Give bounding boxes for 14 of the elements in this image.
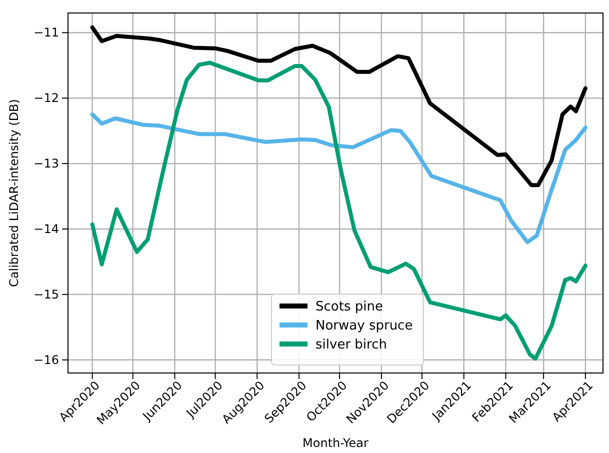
legend-label: Scots pine [316, 300, 383, 314]
y-axis-title: Calibrated LiDAR-intensity (DB) [7, 99, 21, 287]
y-tick-label: −15 [34, 287, 59, 302]
y-tick-label: −16 [34, 352, 59, 367]
line-series [90, 60, 588, 361]
x-axis-title: Month-Year [302, 436, 369, 450]
y-tick-label: −13 [34, 156, 59, 170]
y-tick-label: −11 [34, 25, 59, 40]
y-tick-label: −14 [34, 222, 59, 236]
legend-label: Norway spruce [316, 318, 413, 334]
line-series [90, 25, 588, 188]
legend-label: silver birch [316, 338, 387, 352]
line-series [90, 112, 588, 244]
y-tick-label: −12 [34, 90, 59, 105]
